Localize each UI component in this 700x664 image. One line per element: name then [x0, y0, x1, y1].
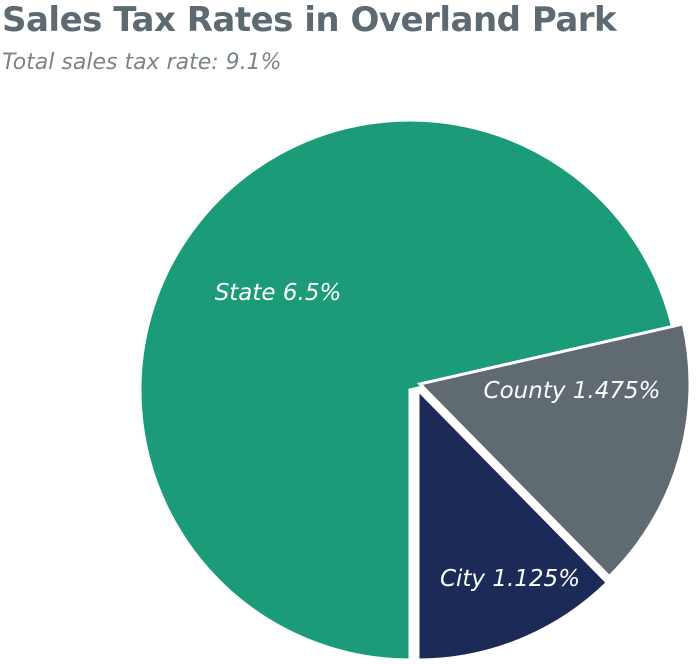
slice-label-city: City 1.125%: [440, 566, 580, 592]
pie-slice-city: [416, 386, 610, 662]
chart-subtitle: Total sales tax rate: 9.1%: [2, 50, 282, 75]
pie-slice-state: [138, 118, 676, 662]
pie-slice-county: [417, 322, 692, 579]
slice-label-state: State 6.5%: [215, 280, 342, 306]
slice-label-county: County 1.475%: [484, 378, 661, 404]
chart-title: Sales Tax Rates in Overland Park: [2, 0, 617, 40]
